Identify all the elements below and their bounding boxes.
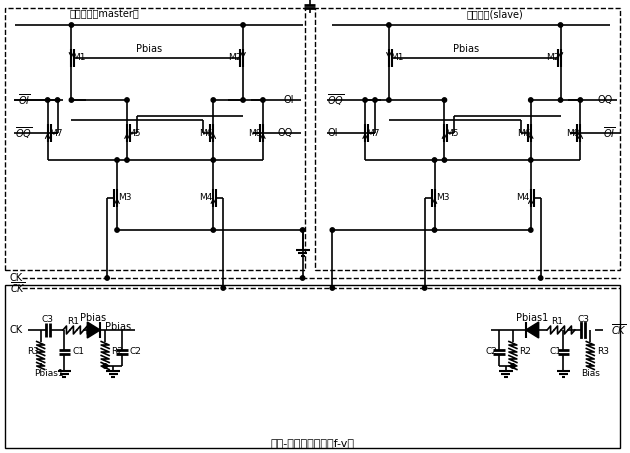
Text: C1: C1 <box>549 347 561 357</box>
Circle shape <box>241 23 245 27</box>
Text: M3: M3 <box>118 193 132 202</box>
Text: 从锁存器(slave): 从锁存器(slave) <box>466 9 523 19</box>
Circle shape <box>387 98 391 102</box>
Circle shape <box>432 158 437 162</box>
Text: OI: OI <box>283 95 294 105</box>
Circle shape <box>211 158 215 162</box>
Text: C3: C3 <box>42 315 54 324</box>
Circle shape <box>115 158 119 162</box>
Circle shape <box>442 98 447 102</box>
Polygon shape <box>526 322 539 338</box>
Text: C1: C1 <box>72 347 84 357</box>
Text: $\overline{OQ}$: $\overline{OQ}$ <box>15 125 32 141</box>
Text: M7: M7 <box>49 129 62 138</box>
Circle shape <box>387 23 391 27</box>
Circle shape <box>301 228 305 232</box>
Text: M8: M8 <box>248 129 261 138</box>
Text: R1: R1 <box>551 317 564 326</box>
Circle shape <box>330 228 335 232</box>
Text: R3: R3 <box>27 347 39 357</box>
Text: Pbias: Pbias <box>80 313 106 323</box>
Circle shape <box>432 228 437 232</box>
Circle shape <box>69 23 74 27</box>
Circle shape <box>221 286 226 290</box>
Text: OQ: OQ <box>598 95 613 105</box>
Text: M1: M1 <box>72 53 86 63</box>
Text: Pbias: Pbias <box>135 44 162 54</box>
Text: M5: M5 <box>127 129 140 138</box>
Text: M2: M2 <box>546 53 559 63</box>
Text: Bias: Bias <box>581 370 600 379</box>
Text: M7: M7 <box>366 129 380 138</box>
Text: $\overline{CK}$: $\overline{CK}$ <box>611 323 627 337</box>
Text: Pbias1: Pbias1 <box>515 313 548 323</box>
Circle shape <box>45 98 50 102</box>
Circle shape <box>55 98 60 102</box>
Text: M1: M1 <box>390 53 404 63</box>
Circle shape <box>529 228 533 232</box>
Circle shape <box>103 364 107 368</box>
Text: $\overline{OI}$: $\overline{OI}$ <box>602 125 615 140</box>
Circle shape <box>115 228 119 232</box>
Text: M5: M5 <box>445 129 458 138</box>
Circle shape <box>529 98 533 102</box>
Circle shape <box>423 286 427 290</box>
Text: C2: C2 <box>485 347 497 357</box>
Text: M6: M6 <box>517 129 530 138</box>
Circle shape <box>442 158 447 162</box>
Text: $\overline{OI}$: $\overline{OI}$ <box>18 92 30 107</box>
Text: R1: R1 <box>67 317 79 326</box>
Text: R2: R2 <box>111 347 123 357</box>
Text: M6: M6 <box>200 129 213 138</box>
Text: $\overline{CK}$: $\overline{CK}$ <box>10 280 26 295</box>
Text: CK: CK <box>10 273 23 283</box>
Circle shape <box>125 158 129 162</box>
Text: OI: OI <box>328 128 338 138</box>
Circle shape <box>330 286 335 290</box>
Circle shape <box>363 98 367 102</box>
Text: Pbias: Pbias <box>105 322 131 332</box>
Text: R2: R2 <box>519 347 530 357</box>
Text: 频率-电压转换电路（f-v）: 频率-电压转换电路（f-v） <box>270 438 355 448</box>
Text: M8: M8 <box>566 129 579 138</box>
Text: M4: M4 <box>516 193 529 202</box>
Circle shape <box>69 98 74 102</box>
Text: M2: M2 <box>229 53 242 63</box>
Text: $\overline{OQ}$: $\overline{OQ}$ <box>328 92 345 108</box>
Text: Pbias1: Pbias1 <box>34 370 64 379</box>
Text: CK: CK <box>9 325 23 335</box>
Polygon shape <box>88 322 100 338</box>
Circle shape <box>211 98 215 102</box>
Circle shape <box>558 98 563 102</box>
Circle shape <box>301 276 305 280</box>
Text: C3: C3 <box>577 315 589 324</box>
Circle shape <box>241 98 245 102</box>
Circle shape <box>511 364 515 368</box>
Text: M4: M4 <box>198 193 212 202</box>
Text: OQ: OQ <box>277 128 293 138</box>
Circle shape <box>578 98 583 102</box>
Circle shape <box>211 228 215 232</box>
Text: 主锁存器（master）: 主锁存器（master） <box>69 9 139 19</box>
Circle shape <box>261 98 265 102</box>
Circle shape <box>105 276 110 280</box>
Text: Pbias: Pbias <box>453 44 479 54</box>
Circle shape <box>125 98 129 102</box>
Text: R3: R3 <box>597 347 609 357</box>
Circle shape <box>558 23 563 27</box>
Text: M3: M3 <box>436 193 449 202</box>
Circle shape <box>373 98 377 102</box>
Circle shape <box>539 276 543 280</box>
Circle shape <box>529 158 533 162</box>
Text: C2: C2 <box>130 347 142 357</box>
